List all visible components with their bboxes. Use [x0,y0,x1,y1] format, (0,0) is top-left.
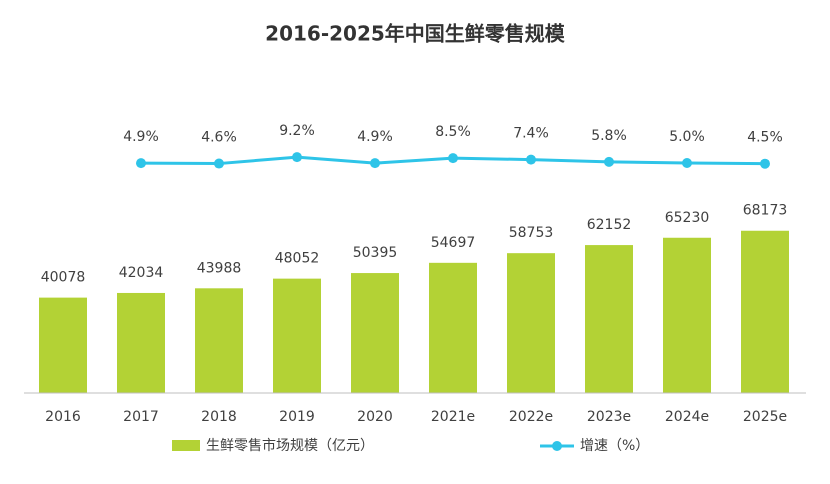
x-tick-label: 2023e [587,409,631,425]
data-label: 9.2% [279,123,315,139]
bar [351,273,399,393]
bar [741,230,789,393]
data-label: 4.9% [357,129,393,145]
line-marker [760,158,770,169]
x-tick-label: 2016 [45,409,81,425]
bar [195,288,243,393]
line-marker [370,158,380,169]
data-label: 4.9% [123,129,159,145]
data-label: 65230 [665,210,710,226]
data-label: 68173 [743,203,788,219]
legend-label: 生鲜零售市场规模（亿元） [206,437,374,454]
line-marker [448,153,458,164]
data-label: 4.5% [747,130,783,146]
line-marker [604,156,614,167]
data-label: 4.6% [201,130,237,146]
bar [663,237,711,393]
chart-title: 2016-2025年中国生鲜零售规模 [265,22,566,46]
bar [585,245,633,393]
x-tick-label: 2025e [743,409,787,425]
bar [273,278,321,393]
x-tick-label: 2022e [509,409,553,425]
bar [117,292,165,393]
bar [39,297,87,393]
data-label: 50395 [353,245,398,261]
line-marker [214,158,224,169]
line-marker [526,154,536,165]
data-label: 48052 [275,251,320,267]
data-label: 43988 [197,260,242,276]
line-marker [292,152,302,163]
data-label: 8.5% [435,124,471,140]
bar [429,262,477,393]
data-label: 42034 [119,265,164,281]
x-tick-label: 2017 [123,409,159,425]
line-marker [682,158,692,168]
data-label: 5.8% [591,128,627,144]
bar [507,253,555,393]
data-label: 5.0% [669,129,705,145]
data-label: 62152 [587,217,632,233]
line-marker [136,158,146,169]
x-tick-label: 2018 [201,409,237,425]
data-label: 40078 [41,270,86,286]
data-label: 58753 [509,225,554,241]
legend-swatch [552,441,562,451]
x-tick-label: 2020 [357,409,393,425]
x-tick-label: 2019 [279,409,315,425]
data-label: 7.4% [513,126,549,142]
x-tick-label: 2024e [665,409,709,425]
data-label: 54697 [431,235,476,251]
legend-label: 增速（%） [580,438,649,454]
legend-swatch [172,440,200,451]
x-tick-label: 2021e [431,409,475,425]
